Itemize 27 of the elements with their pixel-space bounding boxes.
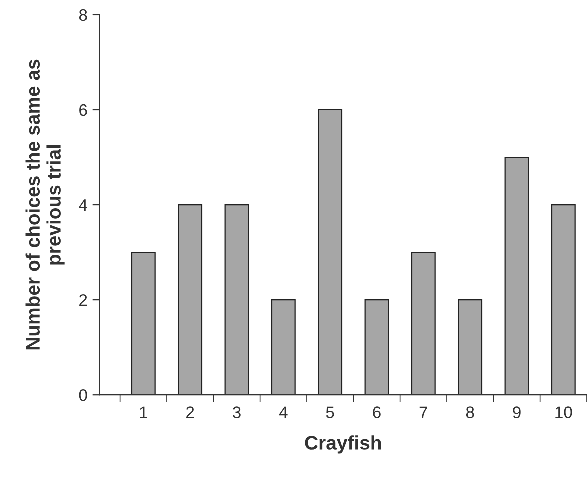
x-tick-label: 7 bbox=[420, 406, 428, 418]
x-tick-label: 5 bbox=[326, 406, 334, 418]
y-tick-label: 6 bbox=[80, 104, 88, 116]
y-tick-label: 2 bbox=[80, 294, 88, 306]
bar bbox=[411, 252, 436, 396]
y-tick-label: 4 bbox=[79, 200, 88, 212]
bar bbox=[271, 300, 296, 396]
x-axis-title: Crayfish bbox=[305, 436, 382, 454]
bar bbox=[458, 300, 483, 396]
x-tick-label: 6 bbox=[373, 406, 381, 418]
bar bbox=[364, 300, 390, 396]
bar bbox=[131, 252, 156, 396]
bar bbox=[224, 204, 250, 396]
y-tick-label: 8 bbox=[79, 9, 88, 22]
x-tick-label: 2 bbox=[186, 406, 194, 418]
y-axis-title: Number of choices the same as previous trial bbox=[26, 60, 65, 350]
x-tick-label: 4 bbox=[279, 406, 288, 418]
x-tick-label: 10 bbox=[556, 406, 572, 418]
x-tick-label: 8 bbox=[466, 406, 474, 418]
bar bbox=[551, 204, 576, 396]
y-tick-label: 0 bbox=[79, 389, 88, 402]
x-tick-label: 3 bbox=[232, 406, 241, 418]
bar bbox=[318, 109, 343, 396]
bar bbox=[178, 204, 203, 396]
bar bbox=[504, 156, 530, 396]
x-tick-label: 9 bbox=[513, 406, 521, 418]
x-tick-label: 1 bbox=[140, 406, 148, 418]
